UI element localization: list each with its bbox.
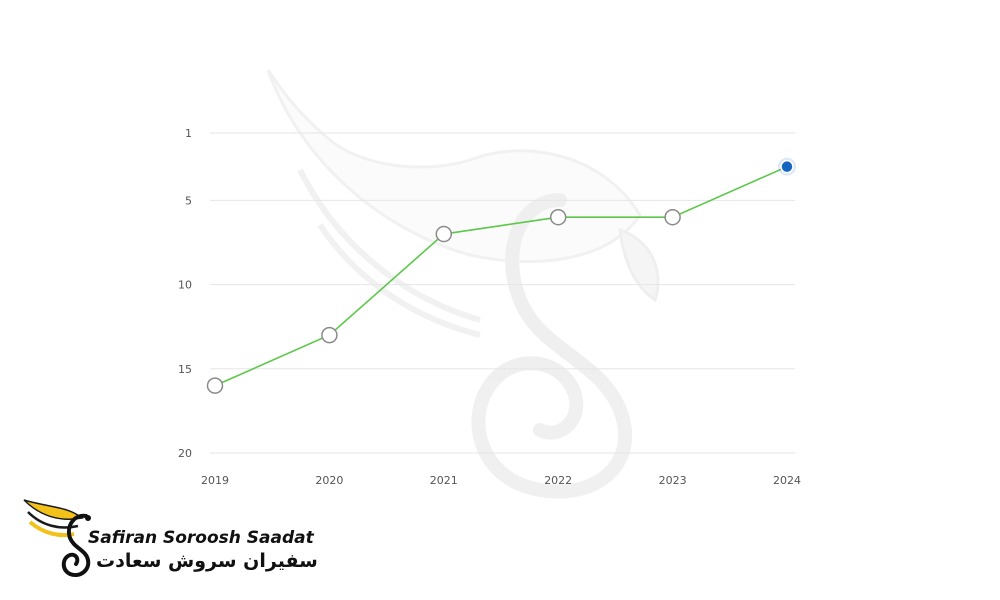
x-tick-label: 2021 — [430, 474, 458, 487]
grid-lines — [210, 132, 795, 454]
wing-swan-watermark-icon — [266, 69, 660, 499]
data-point[interactable] — [549, 208, 567, 226]
x-tick-label: 2024 — [773, 474, 801, 487]
x-tick-label: 2019 — [201, 474, 229, 487]
x-tick-label: 2023 — [659, 474, 687, 487]
brand-name: Safiran Soroosh Saadat — [88, 528, 314, 548]
y-tick-label: 15 — [178, 363, 192, 376]
x-tick-label: 2022 — [544, 474, 572, 487]
brand-logo: Safiran Soroosh Saadat سفیران سروش سعادت — [20, 492, 318, 582]
brand-name-persian: سفیران سروش سعادت — [96, 550, 318, 572]
y-tick-label: 5 — [185, 194, 192, 207]
y-tick-label: 10 — [178, 279, 192, 292]
data-point[interactable] — [435, 225, 453, 243]
y-tick-label: 20 — [178, 447, 192, 460]
data-point[interactable] — [664, 208, 681, 226]
data-point[interactable] — [206, 377, 224, 394]
data-points — [206, 157, 796, 394]
series-line — [214, 165, 788, 387]
y-tick-label: 1 — [185, 127, 192, 140]
series-line-group — [214, 165, 788, 387]
golden-wing-swan-logo-icon — [23, 499, 91, 577]
data-point-highlighted[interactable] — [780, 159, 794, 174]
x-tick-label: 2020 — [315, 474, 343, 487]
data-point[interactable] — [321, 326, 338, 344]
x-axis-ticks: 2019 2020 2021 2022 2023 2024 — [201, 474, 801, 487]
